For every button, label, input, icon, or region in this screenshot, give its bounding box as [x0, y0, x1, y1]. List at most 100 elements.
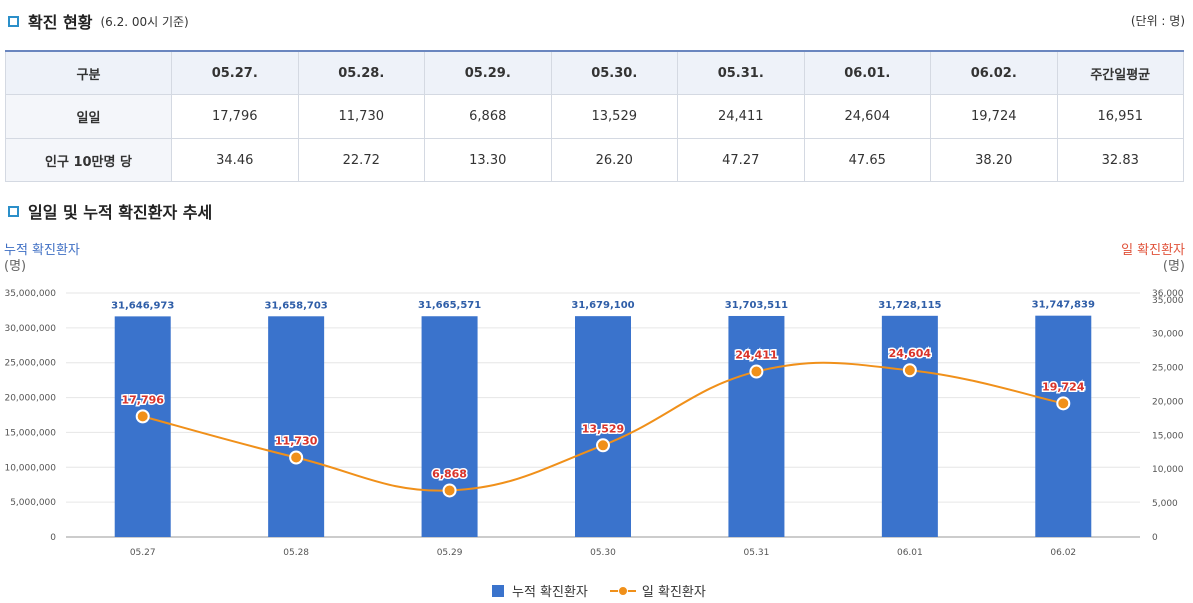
- x-tick-label: 05.30: [590, 548, 616, 558]
- table-row-label: 인구 10만명 당: [5, 138, 172, 182]
- combo-chart: 0 5,000,000 10,000,000 15,000,000 20,000,000…: [4, 289, 1184, 558]
- table-cell: 47.27: [677, 138, 805, 182]
- bar: [268, 316, 325, 537]
- table-cell: 24,411: [677, 94, 805, 139]
- line-point: [902, 363, 917, 378]
- x-tick-label: 05.31: [744, 548, 770, 558]
- bar: [881, 315, 938, 537]
- table-cell: 47.65: [803, 138, 931, 182]
- right-tick-label: 35,000: [1152, 296, 1184, 306]
- bar: [575, 316, 631, 537]
- table-header-cell: 05.30.: [550, 50, 678, 95]
- table-header-cell: 구분: [5, 50, 172, 95]
- right-axis-title: 일 확진환자 (명): [1121, 243, 1185, 275]
- line-point: [596, 438, 610, 453]
- table-cell: 34.46: [171, 138, 299, 182]
- table-header-cell: 06.01.: [803, 50, 931, 95]
- line-value-label: 13,529: [582, 422, 624, 435]
- right-tick-label: 0: [1152, 533, 1158, 543]
- table-cell: 19,724: [930, 94, 1058, 139]
- legend-line-swatch: [609, 585, 636, 597]
- left-tick-label: 20,000,000: [4, 394, 56, 404]
- left-axis-unit: (명): [4, 259, 27, 274]
- table-header-row: 구분 05.27. 05.28. 05.29. 05.30. 05.31. 06…: [5, 50, 1184, 95]
- table-row-label: 일일: [5, 94, 172, 139]
- line-point: [135, 409, 150, 424]
- line-value-label: 17,796: [121, 393, 164, 406]
- line-value-label: 24,604: [889, 347, 932, 360]
- bar: [1035, 315, 1092, 537]
- chart-legend: 누적 확진환자 일 확진환자: [492, 581, 706, 600]
- bar-value-label: 31,747,839: [1032, 300, 1095, 311]
- section-title-status: 확진 현황 (6.2. 00시 기준): [8, 9, 189, 33]
- left-axis-title: 누적 확진환자 (명): [4, 243, 80, 275]
- section-title-text: 일일 및 누적 확진환자 추세: [28, 203, 213, 222]
- line-point: [1056, 396, 1071, 411]
- table-cell: 32.83: [1056, 138, 1184, 182]
- table-cell: 24,604: [803, 94, 931, 139]
- line-point: [442, 483, 457, 498]
- legend-line-label: 일 확진환자: [641, 585, 706, 600]
- legend-bar-swatch: [492, 584, 504, 597]
- section-title-trend: 일일 및 누적 확진환자 추세: [8, 199, 212, 223]
- x-tick-label: 06.01: [897, 548, 923, 558]
- section-title-text: 확진 현황: [28, 13, 93, 32]
- table-header-cell: 05.28.: [297, 50, 425, 95]
- bullet-square-icon: [8, 15, 19, 27]
- line-value-label: 11,730: [275, 434, 318, 447]
- left-tick-label: 30,000,000: [4, 324, 56, 334]
- bar: [421, 316, 478, 537]
- section-subtitle: (6.2. 00시 기준): [100, 14, 189, 29]
- left-tick-label: 0: [50, 533, 56, 543]
- x-tick-label: 05.29: [437, 548, 463, 558]
- table-header-cell: 05.29.: [424, 50, 552, 95]
- table-row: 인구 10만명 당 34.46 22.72 13.30 26.20 47.27 …: [5, 138, 1184, 182]
- table-cell: 13,529: [550, 94, 678, 139]
- left-tick-label: 35,000,000: [4, 289, 56, 299]
- table-cell: 13.30: [424, 138, 552, 182]
- legend-bar-label: 누적 확진환자: [512, 585, 588, 600]
- right-tick-label: 30,000: [1152, 330, 1184, 340]
- table-cell: 22.72: [297, 138, 425, 182]
- line-value-label: 19,724: [1042, 380, 1085, 393]
- line-point: [289, 450, 304, 465]
- bar-value-label: 31,646,973: [111, 300, 174, 311]
- bar: [114, 316, 171, 537]
- left-axis-title-text: 누적 확진환자: [4, 243, 80, 258]
- table-cell: 16,951: [1056, 94, 1184, 139]
- bar-value-label: 31,728,115: [878, 300, 941, 311]
- line-point: [749, 364, 764, 379]
- line-value-label: 24,411: [735, 349, 777, 362]
- table-cell: 17,796: [171, 94, 299, 139]
- bar-value-label: 31,679,100: [571, 300, 634, 311]
- right-tick-label: 10,000: [1152, 465, 1184, 475]
- x-tick-label: 05.28: [283, 548, 309, 558]
- unit-label: (단위 : 명): [1130, 14, 1185, 28]
- right-tick-label: 25,000: [1152, 364, 1184, 374]
- right-axis-unit: (명): [1162, 259, 1185, 274]
- right-tick-label: 5,000: [1152, 499, 1178, 509]
- left-tick-label: 25,000,000: [4, 359, 56, 369]
- line-value-label: 6,868: [432, 467, 467, 480]
- x-tick-label: 05.27: [130, 548, 156, 558]
- bar-value-label: 31,703,511: [725, 300, 788, 311]
- x-tick-label: 06.02: [1050, 548, 1076, 558]
- bar-value-label: 31,658,703: [265, 300, 328, 311]
- right-tick-label: 15,000: [1152, 431, 1184, 441]
- left-tick-label: 15,000,000: [4, 428, 56, 438]
- table-cell: 26.20: [550, 138, 678, 182]
- right-tick-label: 36,000: [1152, 289, 1184, 299]
- right-axis-title-text: 일 확진환자: [1121, 243, 1185, 258]
- left-tick-label: 10,000,000: [4, 463, 56, 473]
- table-header-cell: 05.27.: [171, 50, 299, 95]
- left-tick-label: 5,000,000: [10, 498, 56, 508]
- right-tick-label: 20,000: [1152, 397, 1184, 407]
- bullet-square-icon: [8, 205, 19, 217]
- bar-value-label: 31,665,571: [418, 300, 481, 311]
- table-row: 일일 17,796 11,730 6,868 13,529 24,411 24,…: [5, 94, 1184, 139]
- bar: [728, 315, 785, 537]
- stats-table: 구분 05.27. 05.28. 05.29. 05.30. 05.31. 06…: [5, 50, 1184, 182]
- table-cell: 6,868: [424, 94, 552, 139]
- table-cell: 38.20: [930, 138, 1058, 182]
- table-header-cell: 05.31.: [677, 50, 805, 95]
